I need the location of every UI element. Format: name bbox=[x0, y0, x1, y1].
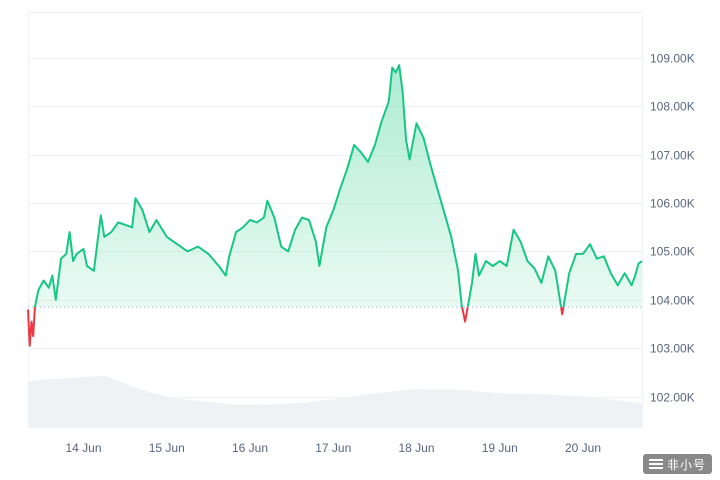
y-tick-label: 103.00K bbox=[650, 342, 695, 356]
x-tick-label: 19 Jun bbox=[482, 441, 518, 455]
watermark: 非小号 bbox=[642, 454, 712, 474]
y-tick-label: 107.00K bbox=[650, 149, 695, 163]
x-tick-label: 15 Jun bbox=[149, 441, 185, 455]
price-line-above-baseline bbox=[33, 64, 643, 308]
x-tick-label: 17 Jun bbox=[315, 441, 351, 455]
y-tick-label: 109.00K bbox=[650, 52, 695, 66]
x-tick-label: 14 Jun bbox=[65, 441, 101, 455]
x-tick-label: 20 Jun bbox=[565, 441, 601, 455]
x-tick-label: 18 Jun bbox=[399, 441, 435, 455]
y-tick-label: 102.00K bbox=[650, 391, 695, 405]
price-area-fill bbox=[34, 65, 642, 308]
y-tick-label: 105.00K bbox=[650, 245, 695, 259]
watermark-text: 非小号 bbox=[666, 457, 706, 472]
y-tick-label: 106.00K bbox=[650, 197, 695, 211]
watermark-logo-icon bbox=[648, 458, 663, 470]
y-tick-label: 104.00K bbox=[650, 294, 695, 308]
x-tick-label: 16 Jun bbox=[232, 441, 268, 455]
volume-area bbox=[28, 375, 642, 428]
y-tick-label: 108.00K bbox=[650, 100, 695, 114]
